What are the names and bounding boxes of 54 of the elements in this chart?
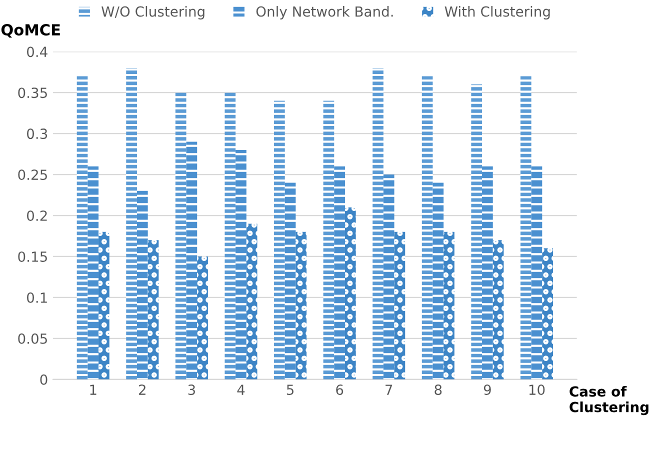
bar	[444, 232, 454, 380]
y-tick-label: 0.35	[18, 88, 47, 98]
bar	[284, 182, 296, 380]
bar	[175, 92, 186, 380]
bar	[394, 232, 406, 380]
bar	[224, 92, 236, 380]
bar	[492, 240, 504, 380]
bar	[471, 84, 482, 380]
bar	[542, 248, 553, 380]
x-tick-label: 1	[90, 384, 96, 395]
y-tick-label: 0.1	[27, 292, 47, 303]
legend-label: W/O Clustering	[102, 6, 204, 20]
y-tick-label: 0.15	[18, 251, 47, 262]
x-tick-label: 3	[188, 384, 195, 396]
bar	[126, 68, 137, 380]
bar	[520, 76, 532, 380]
legend-label: Only Network Band.	[256, 6, 393, 20]
x-tick-label: 5	[286, 384, 294, 396]
bar	[197, 256, 208, 380]
x-tick-label: 10	[529, 384, 545, 396]
x-axis-title: Case of Clustering	[570, 386, 648, 416]
bar	[186, 142, 198, 380]
x-tick-label: 4	[237, 384, 245, 395]
x-tick-label: 6	[336, 384, 344, 396]
y-tick-label: 0	[40, 374, 48, 385]
bar	[432, 182, 444, 380]
x-tick-label: 9	[484, 384, 491, 396]
bar	[246, 224, 258, 380]
bar	[344, 207, 356, 380]
bar	[148, 240, 159, 380]
bar	[274, 100, 285, 380]
bar	[76, 76, 88, 380]
bar	[296, 232, 307, 380]
bar	[531, 166, 542, 380]
y-axis-title: QoMCE	[1, 24, 60, 38]
bar	[482, 166, 493, 380]
bar	[88, 166, 99, 380]
bar	[323, 100, 334, 380]
x-tick-label: 8	[434, 384, 442, 396]
bar	[98, 232, 110, 380]
y-tick-label: 0.2	[27, 210, 47, 221]
bar	[136, 190, 148, 380]
y-tick-label: 0.3	[27, 128, 48, 140]
bar	[383, 174, 394, 380]
bar	[422, 76, 433, 380]
y-tick-label: 0.25	[18, 170, 47, 180]
legend-label: With Clustering	[444, 6, 550, 20]
y-tick-label: 0.05	[18, 333, 47, 344]
bar	[372, 68, 384, 380]
bar	[236, 150, 246, 380]
y-tick-label: 0.4	[27, 46, 48, 58]
bar	[334, 166, 345, 380]
x-tick-label: 2	[139, 384, 146, 395]
x-tick-label: 7	[386, 384, 392, 395]
